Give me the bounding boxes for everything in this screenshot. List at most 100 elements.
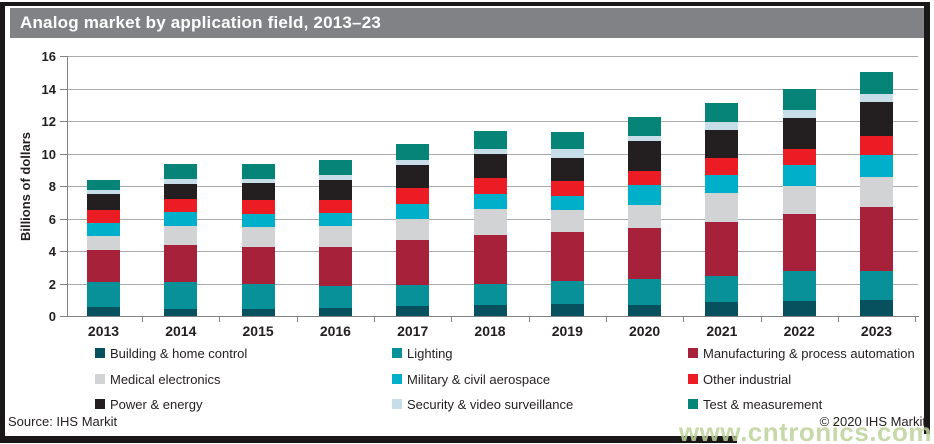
- y-axis-tick: [60, 121, 67, 122]
- frame-border-left: [0, 2, 5, 443]
- bar-2016: [318, 160, 352, 316]
- chart-title: Analog market by application field, 2013…: [20, 13, 382, 32]
- bar-segment: [550, 131, 584, 150]
- frame-border-top: [0, 2, 930, 6]
- bar-2017: [396, 143, 430, 316]
- y-axis-tick: [60, 56, 67, 57]
- bar-segment: [860, 270, 893, 300]
- bar-segment: [628, 279, 662, 305]
- bar-segment: [396, 143, 430, 160]
- bar-segment: [164, 164, 198, 179]
- bar-segment: [396, 160, 430, 165]
- bar-segment: [628, 304, 662, 316]
- x-axis-tick: [528, 317, 530, 322]
- legend-label: Security & video surveillance: [407, 396, 574, 412]
- bar-segment: [550, 149, 584, 159]
- bar-2023: [860, 72, 893, 316]
- bar-segment: [782, 148, 816, 165]
- bar-segment: [396, 306, 430, 316]
- x-axis-tick: [915, 317, 917, 322]
- bar-segment: [164, 183, 198, 199]
- x-axis-tick: [683, 317, 685, 322]
- bar-segment: [628, 135, 662, 142]
- bar-2018: [473, 130, 507, 316]
- bar-segment: [318, 225, 352, 247]
- x-axis-line: [67, 316, 919, 317]
- bar-segment: [860, 299, 893, 316]
- bar-segment: [628, 170, 662, 186]
- y-tick-label: 6: [48, 211, 56, 227]
- y-axis-line: [67, 56, 68, 316]
- bar-segment: [473, 177, 507, 195]
- bar-segment: [396, 285, 430, 307]
- bar-segment: [628, 141, 662, 171]
- bar-segment: [241, 213, 275, 227]
- bar-segment: [87, 194, 120, 210]
- bar-segment: [87, 180, 120, 191]
- x-tick-label: 2022: [783, 323, 815, 339]
- legend-item: Other industrial: [688, 372, 791, 387]
- legend-item: Manufacturing & process automation: [688, 346, 915, 361]
- bar-segment: [473, 234, 507, 284]
- bar-segment: [396, 203, 430, 219]
- bar-segment: [164, 199, 198, 212]
- bar-segment: [782, 88, 816, 110]
- legend-item: Security & video surveillance: [392, 396, 574, 412]
- legend-item: Military & civil aerospace: [392, 371, 551, 387]
- bar-segment: [860, 72, 893, 95]
- bar-segment: [860, 207, 893, 271]
- y-axis-tick: [60, 251, 67, 252]
- bar-segment: [318, 160, 352, 175]
- x-axis-tick: [605, 317, 607, 322]
- bar-segment: [241, 199, 275, 214]
- legend-item: Test & measurement: [688, 397, 822, 412]
- bar-segment: [473, 130, 507, 149]
- bar-segment: [473, 148, 507, 154]
- bar-segment: [782, 164, 816, 186]
- bar-segment: [164, 178, 198, 184]
- x-axis-tick: [837, 317, 839, 322]
- legend-item: Medical electronics: [95, 372, 221, 387]
- legend-item: Building & home control: [95, 345, 248, 361]
- bar-segment: [318, 246, 352, 286]
- y-axis-tick: [60, 153, 67, 155]
- bar-segment: [396, 240, 430, 286]
- y-axis-tick: [60, 316, 67, 317]
- bar-segment: [473, 194, 507, 209]
- bar-segment: [318, 199, 352, 213]
- legend-swatch: [392, 348, 402, 358]
- bar-segment: [705, 129, 739, 159]
- bar-segment: [860, 155, 893, 178]
- bar-segment: [87, 281, 120, 308]
- bar-segment: [318, 212, 352, 226]
- bar-segment: [628, 185, 662, 205]
- bar-segment: [87, 209, 120, 224]
- bar-segment: [550, 210, 584, 233]
- gridline: [67, 88, 918, 90]
- x-tick-label: 2014: [165, 323, 197, 339]
- bar-segment: [318, 307, 352, 316]
- bar-segment: [241, 178, 275, 183]
- legend-label: Military & civil aerospace: [407, 371, 551, 387]
- bar-segment: [241, 182, 275, 200]
- gridline: [67, 121, 918, 122]
- bar-segment: [87, 250, 120, 282]
- y-axis-tick: [60, 186, 67, 187]
- bar-segment: [628, 204, 662, 229]
- y-axis-tick: [60, 88, 67, 90]
- bar-segment: [473, 153, 507, 178]
- bar-segment: [705, 302, 739, 316]
- bar-segment: [87, 223, 120, 237]
- legend-label: Building & home control: [110, 345, 248, 361]
- bar-segment: [396, 187, 430, 204]
- bar-segment: [782, 117, 816, 149]
- y-tick-label: 12: [41, 114, 56, 129]
- bar-segment: [164, 225, 198, 245]
- x-tick-label: 2013: [87, 323, 120, 339]
- bar-segment: [860, 101, 893, 137]
- bar-segment: [550, 158, 584, 182]
- bar-segment: [87, 190, 120, 195]
- bar-segment: [705, 174, 739, 194]
- bar-2022: [782, 88, 816, 316]
- y-axis-tick: [60, 283, 67, 285]
